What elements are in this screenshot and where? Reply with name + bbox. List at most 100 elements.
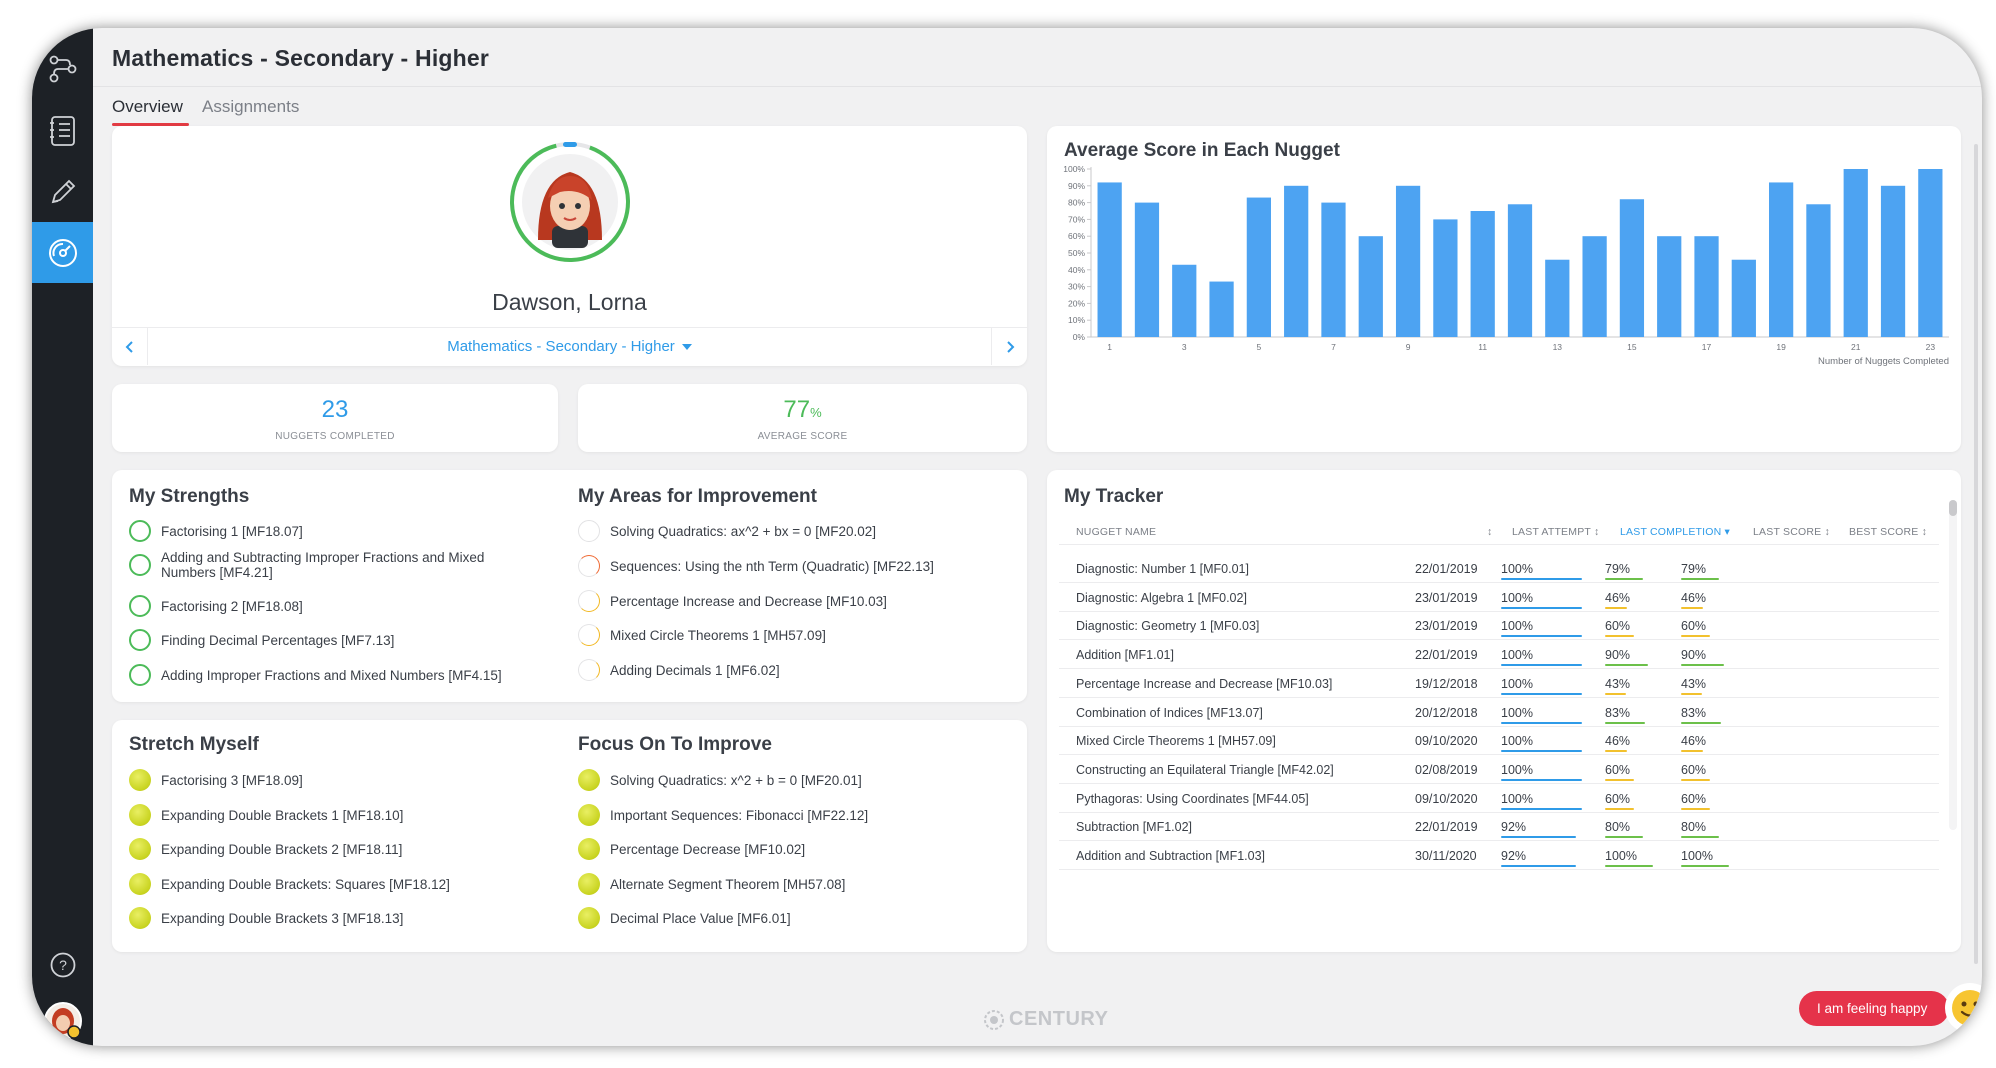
user-avatar-icon[interactable] xyxy=(32,990,93,1046)
improvement-item[interactable]: Solving Quadratics: ax^2 + bx = 0 [MF20.… xyxy=(578,520,876,542)
coin-icon xyxy=(578,907,600,929)
pathway-icon[interactable] xyxy=(32,38,93,99)
next-course-button[interactable] xyxy=(991,328,1027,365)
stretch-item[interactable]: Expanding Double Brackets 2 [MF18.11] xyxy=(129,838,402,860)
chart-bar xyxy=(1918,169,1943,337)
nugget-name: Diagnostic: Geometry 1 [MF0.03] xyxy=(1076,619,1260,634)
best-score: 100% xyxy=(1681,849,1713,863)
last-score: 60% xyxy=(1605,619,1631,634)
last-score: 100% xyxy=(1605,849,1637,863)
table-row[interactable]: Addition and Subtraction [MF1.03] 30/11/2… xyxy=(1047,841,1947,869)
stretch-item[interactable]: Expanding Double Brackets: Squares [MF18… xyxy=(129,873,450,895)
help-icon[interactable]: ? xyxy=(32,934,93,995)
column-header-nugget-name[interactable]: NUGGET NAME xyxy=(1076,526,1157,538)
focus-item[interactable]: Percentage Decrease [MF10.02] xyxy=(578,838,805,860)
focus-item[interactable]: Important Sequences: Fibonacci [MF22.12] xyxy=(578,804,868,826)
average-score-card: 77% AVERAGE SCORE xyxy=(578,384,1027,452)
column-header-last-completion[interactable]: LAST COMPLETION ▾ xyxy=(1620,526,1731,538)
bar-chart: 0%10%20%30%40%50%60%70%80%90%100%1 3 5 7 9 11… xyxy=(1063,164,1949,367)
column-header-last-attempt[interactable]: LAST ATTEMPT ↕ xyxy=(1512,526,1600,538)
strength-item[interactable]: Factorising 2 [MF18.08] xyxy=(129,595,303,617)
tab-overview[interactable]: Overview xyxy=(112,97,183,116)
last-attempt: 09/10/2020 xyxy=(1415,791,1478,806)
course-dropdown-label: Mathematics - Secondary - Higher xyxy=(447,338,675,355)
improvement-item[interactable]: Adding Decimals 1 [MF6.02] xyxy=(578,659,780,681)
strength-item[interactable]: Adding Improper Fractions and Mixed Numb… xyxy=(129,664,502,686)
improvement-item[interactable]: Sequences: Using the nth Term (Quadratic… xyxy=(578,555,934,577)
strength-item[interactable]: Finding Decimal Percentages [MF7.13] xyxy=(129,629,394,651)
chart-bar xyxy=(1806,204,1831,337)
progress-ring-icon xyxy=(578,659,600,681)
average-score-value: 77 xyxy=(783,396,811,423)
coin-icon xyxy=(578,804,600,826)
last-completion: 100% xyxy=(1501,590,1533,605)
last-score-bar xyxy=(1605,664,1649,667)
table-row[interactable]: Subtraction [MF1.02] 22/01/2019 92% 80% 80% xyxy=(1047,812,1947,840)
row-divider xyxy=(1059,869,1939,870)
x-tick-label: 21 xyxy=(1851,342,1861,352)
x-axis-label: Number of Nuggets Completed xyxy=(1818,356,1949,367)
last-attempt: 22/01/2019 xyxy=(1415,820,1478,835)
stretch-item[interactable]: Factorising 3 [MF18.09] xyxy=(129,769,303,791)
dashboard-gauge-icon[interactable] xyxy=(32,222,93,283)
stretch-item[interactable]: Expanding Double Brackets 1 [MF18.10] xyxy=(129,804,403,826)
last-attempt: 09/10/2020 xyxy=(1415,734,1478,749)
table-row[interactable]: Percentage Increase and Decrease [MF10.0… xyxy=(1047,669,1947,697)
table-row[interactable]: Pythagoras: Using Coordinates [MF44.05] 0… xyxy=(1047,784,1947,812)
average-score-unit: % xyxy=(810,405,822,420)
table-row[interactable]: Diagnostic: Algebra 1 [MF0.02] 23/01/2019… xyxy=(1047,583,1947,611)
table-row[interactable]: Diagnostic: Geometry 1 [MF0.03] 23/01/201… xyxy=(1047,611,1947,639)
tab-assignments[interactable]: Assignments xyxy=(202,97,300,116)
nugget-name: Addition and Subtraction [MF1.03] xyxy=(1076,849,1266,863)
best-score: 90% xyxy=(1681,648,1707,663)
tracker-scrollbar[interactable] xyxy=(1949,500,1957,830)
improvement-item[interactable]: Percentage Increase and Decrease [MF10.0… xyxy=(578,590,887,612)
column-header-best-score[interactable]: BEST SCORE ↕ xyxy=(1849,526,1928,538)
last-attempt: 02/08/2019 xyxy=(1415,762,1478,777)
last-completion: 100% xyxy=(1501,762,1533,777)
progress-ring-icon xyxy=(578,520,600,542)
focus-item[interactable]: Decimal Place Value [MF6.01] xyxy=(578,907,791,929)
window-scrollbar[interactable] xyxy=(1974,144,1978,964)
app-window: ? Mathematics - Secondary - Higher Overv… xyxy=(32,28,1982,1046)
table-row[interactable]: Mixed Circle Theorems 1 [MH57.09] 09/10/2… xyxy=(1047,726,1947,754)
table-row[interactable]: Diagnostic: Number 1 [MF0.01] 22/01/2019 1… xyxy=(1047,554,1947,582)
active-tab-indicator xyxy=(112,123,189,126)
x-tick-label: 9 xyxy=(1406,342,1411,352)
sort-icon[interactable]: ↕ xyxy=(1487,526,1493,538)
completion-bar xyxy=(1501,750,1582,753)
x-tick-label: 7 xyxy=(1331,342,1336,352)
coin-icon xyxy=(129,804,151,826)
row-divider xyxy=(1059,782,1939,784)
strength-item[interactable]: Factorising 1 [MF18.07] xyxy=(129,520,303,542)
chart-bar xyxy=(1545,259,1570,337)
last-score-bar xyxy=(1605,721,1645,724)
course-dropdown[interactable]: Mathematics - Secondary - Higher xyxy=(148,328,991,365)
last-score-bar xyxy=(1605,836,1644,839)
courses-list-icon[interactable] xyxy=(32,100,93,161)
chart-bar xyxy=(1358,236,1383,337)
strengths-title: My Strengths xyxy=(129,486,250,507)
improvement-item[interactable]: Mixed Circle Theorems 1 [MH57.09] xyxy=(578,624,826,646)
focus-item[interactable]: Alternate Segment Theorem [MH57.08] xyxy=(578,873,845,895)
table-row[interactable]: Combination of Indices [MF13.07] 20/12/20… xyxy=(1047,698,1947,726)
focus-item[interactable]: Solving Quadratics: x^2 + b = 0 [MF20.01… xyxy=(578,769,862,791)
mood-button[interactable]: I am feeling happy xyxy=(1799,991,1949,1026)
table-row[interactable]: Addition [MF1.01] 22/01/2019 100% 90% 90% xyxy=(1047,640,1947,668)
pencil-icon[interactable] xyxy=(32,161,93,222)
scrollbar-thumb[interactable] xyxy=(1949,500,1957,516)
last-attempt: 23/01/2019 xyxy=(1415,619,1478,634)
prev-course-button[interactable] xyxy=(112,328,148,365)
strength-item[interactable]: Adding and Subtracting Improper Fraction… xyxy=(129,550,529,580)
tracker-title: My Tracker xyxy=(1064,486,1164,507)
progress-ring-icon xyxy=(578,590,600,612)
column-header-last-score[interactable]: LAST SCORE ↕ xyxy=(1753,526,1830,538)
stretch-item[interactable]: Expanding Double Brackets 3 [MF18.13] xyxy=(129,907,403,929)
last-score: 46% xyxy=(1605,734,1631,749)
student-avatar xyxy=(510,142,630,262)
table-row[interactable]: Constructing an Equilateral Triangle [MF… xyxy=(1047,755,1947,783)
row-divider xyxy=(1059,754,1939,756)
svg-text:?: ? xyxy=(59,957,67,973)
y-tick-label: 90% xyxy=(1068,181,1085,191)
happy-face-icon[interactable] xyxy=(1945,983,1982,1033)
